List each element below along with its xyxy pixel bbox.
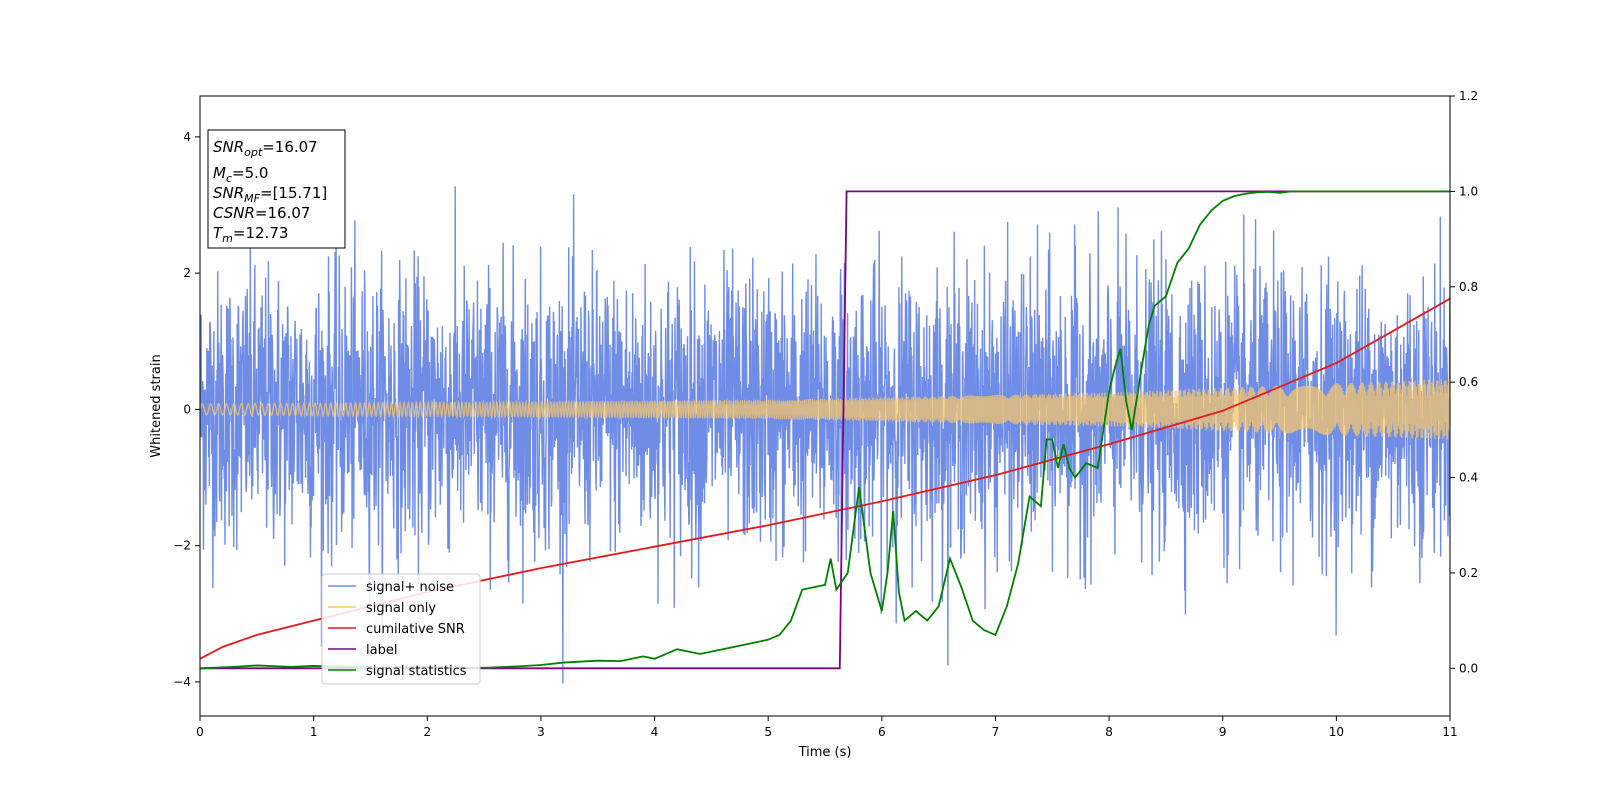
x-tick-label: 6 <box>878 725 886 739</box>
info-snr-opt: SNRopt=16.07 <box>213 138 318 159</box>
x-tick-label: 3 <box>537 725 545 739</box>
x-tick-label: 5 <box>764 725 772 739</box>
x-tick-label: 4 <box>651 725 659 739</box>
series-label-line <box>200 190 1450 670</box>
info-mc: Mc=5.0 <box>213 164 268 185</box>
x-tick-label: 2 <box>423 725 431 739</box>
x-tick-label: 9 <box>1219 725 1227 739</box>
info-box: SNRopt=16.07 Mc=5.0 SNRMF=[15.71] CSNR=1… <box>207 129 346 249</box>
info-snr-mf: SNRMF=[15.71] <box>213 184 327 205</box>
y-right-tick-label: 0.0 <box>1459 661 1478 675</box>
svg-text:label: label <box>366 643 397 658</box>
legend-item-signal-statistics: signal statistics <box>328 664 467 679</box>
y-left-tick-label: 2 <box>183 266 191 280</box>
x-tick-label: 11 <box>1442 725 1457 739</box>
svg-text:cumilative SNR: cumilative SNR <box>366 622 465 637</box>
x-tick-label: 0 <box>196 725 204 739</box>
y-left-tick-label: −4 <box>173 675 191 689</box>
x-tick-label: 7 <box>992 725 1000 739</box>
y-right-tick-label: 0.6 <box>1459 375 1478 389</box>
y-axis-right: 0.0 0.2 0.4 0.6 0.8 1.0 1.2 <box>1450 89 1478 675</box>
legend: signal+ noise signal only cumilative SNR… <box>321 573 481 685</box>
y-left-tick-label: 4 <box>183 130 191 144</box>
x-tick-label: 1 <box>310 725 318 739</box>
series-cumulative-snr-line <box>200 297 1450 660</box>
x-tick-label: 8 <box>1105 725 1113 739</box>
legend-item-label: label <box>328 643 397 658</box>
x-axis-label: Time (s) <box>798 745 852 760</box>
y-right-tick-label: 0.2 <box>1459 566 1478 580</box>
y-axis-label: Whitened strain <box>149 354 164 457</box>
series-signal-only-line <box>200 378 1450 440</box>
legend-item-signal-only: signal only <box>328 601 436 616</box>
info-csnr: CSNR=16.07 <box>213 204 310 222</box>
series-signal-statistics-line <box>200 190 1450 670</box>
y-axis-left: −4 −2 0 2 4 <box>173 130 200 689</box>
y-left-tick-label: 0 <box>183 402 191 416</box>
svg-text:signal+ noise: signal+ noise <box>366 580 454 595</box>
y-right-tick-label: 0.4 <box>1459 471 1478 485</box>
legend-item-signal-plus-noise: signal+ noise <box>328 580 454 595</box>
y-left-tick-label: −2 <box>173 539 191 553</box>
info-tm: Tm=12.73 <box>213 224 288 245</box>
legend-item-cumulative-snr: cumilative SNR <box>328 622 465 637</box>
x-axis: 0 1 2 3 4 5 6 7 8 9 10 11 <box>196 716 1458 739</box>
y-right-tick-label: 1.2 <box>1459 89 1478 103</box>
plot-frame <box>199 95 1451 717</box>
series-signal-plus-noise-line <box>200 186 1450 684</box>
svg-text:signal statistics: signal statistics <box>366 664 467 679</box>
y-right-tick-label: 1.0 <box>1459 184 1478 198</box>
svg-text:signal only: signal only <box>366 601 436 616</box>
y-right-tick-label: 0.8 <box>1459 280 1478 294</box>
x-tick-label: 10 <box>1329 725 1344 739</box>
